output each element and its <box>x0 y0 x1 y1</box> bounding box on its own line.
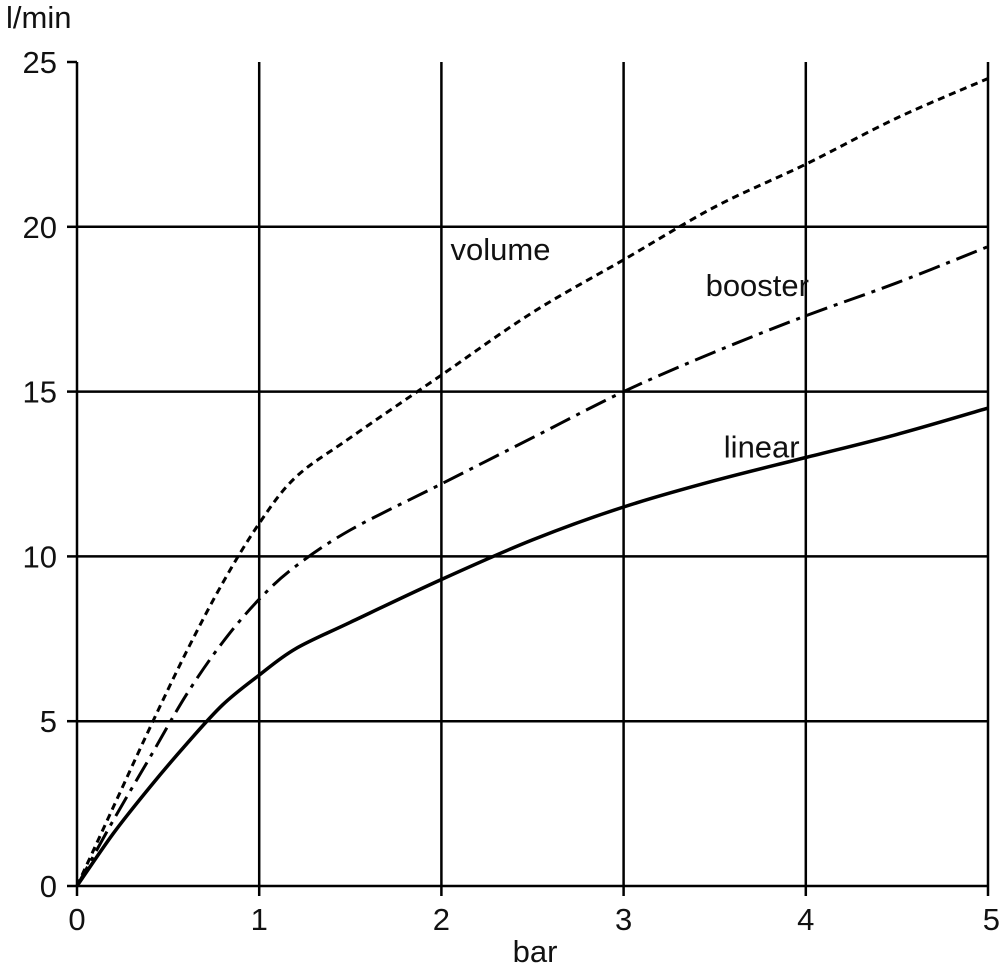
x-tick-label-0: 0 <box>68 902 85 937</box>
series-lines <box>75 77 989 887</box>
x-tick-label-1: 1 <box>251 902 268 937</box>
axes <box>67 60 990 896</box>
series-labels: volume booster linear <box>451 232 809 465</box>
series-label-booster: booster <box>706 268 809 303</box>
y-tick-label-3: 15 <box>23 375 57 410</box>
y-tick-label-0: 0 <box>40 869 57 904</box>
x-tick-label-2: 2 <box>433 902 450 937</box>
series-label-linear: linear <box>724 430 800 465</box>
y-tick-label-5: 25 <box>23 45 57 80</box>
x-tick-label-3: 3 <box>615 902 632 937</box>
y-tick-label-2: 10 <box>23 539 57 574</box>
y-tick-label-1: 5 <box>40 704 57 739</box>
tick-labels: 0 5 10 15 20 25 0 1 2 3 4 5 <box>23 45 1000 937</box>
x-tick-label-4: 4 <box>797 902 814 937</box>
series-line-booster <box>75 245 989 887</box>
grid-lines <box>77 62 990 886</box>
series-label-volume: volume <box>451 232 551 267</box>
x-axis-label: bar <box>513 934 558 969</box>
series-line-volume <box>75 77 989 887</box>
y-tick-label-4: 20 <box>23 210 57 245</box>
series-line-linear <box>75 406 989 887</box>
y-axis-label: l/min <box>6 0 71 35</box>
x-tick-label-5: 5 <box>983 902 1000 937</box>
